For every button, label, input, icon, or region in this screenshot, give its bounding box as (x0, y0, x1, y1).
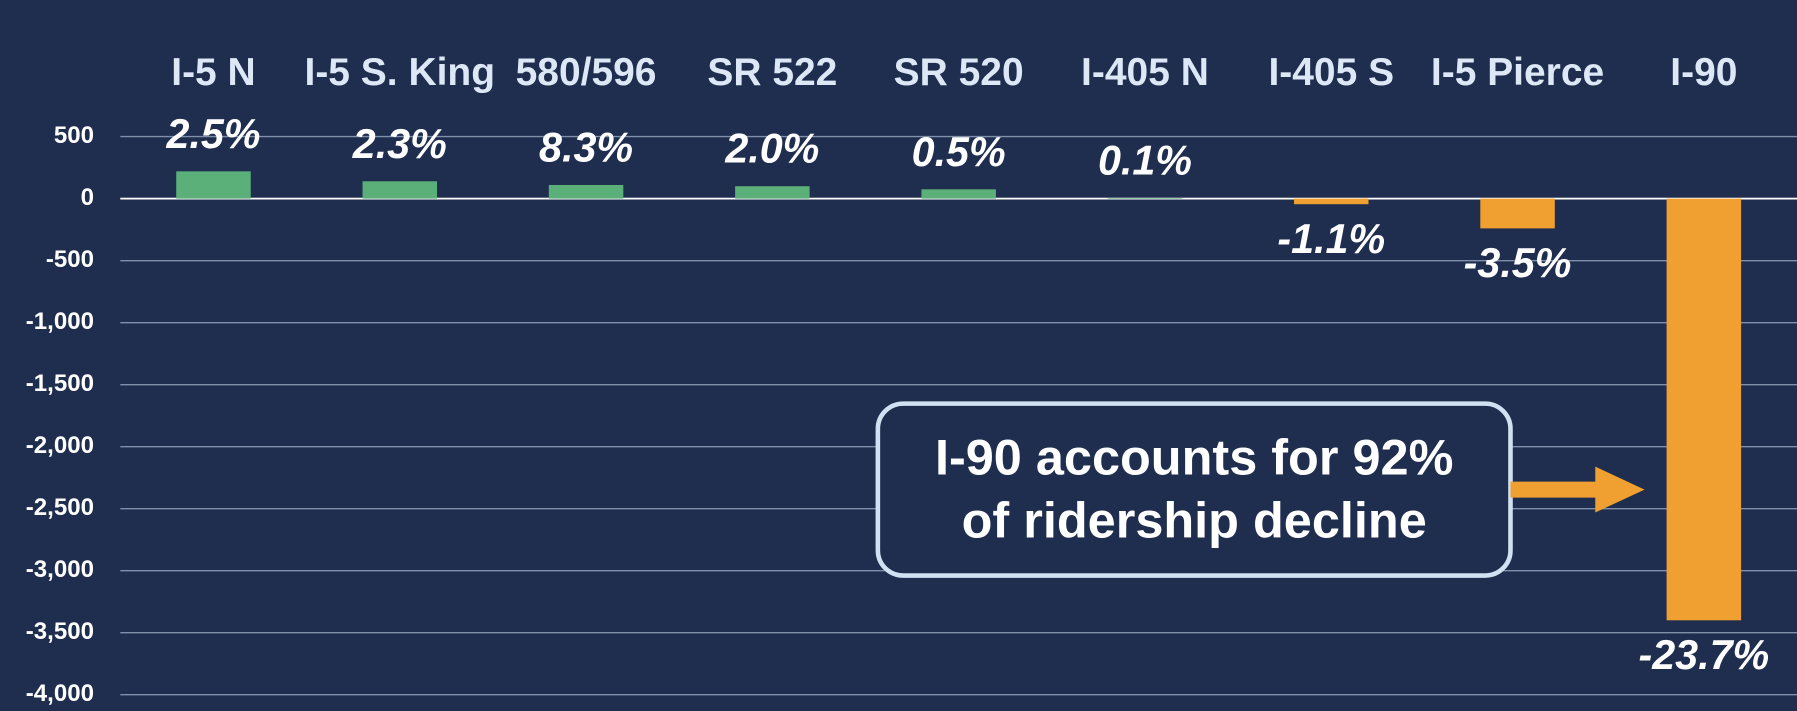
y-tick-label: -1,000 (26, 308, 94, 335)
annotation-box: I-90 accounts for 92% of ridership decli… (878, 404, 1511, 576)
y-tick-label: -2,000 (26, 432, 94, 459)
y-tick-label: -3,500 (26, 618, 94, 645)
x-tick-label: I-90 (1670, 50, 1738, 95)
x-tick-label: SR 520 (893, 50, 1024, 95)
y-tick-label: -1,500 (26, 370, 94, 397)
arrow-head (1595, 466, 1645, 513)
bar (1480, 198, 1555, 229)
x-tick-label-box: I-90 (1606, 0, 1797, 95)
x-tick-label: I-5 Pierce (1430, 50, 1605, 95)
bar (362, 181, 438, 199)
x-tick-label-wrap: I-5 Pierce (1420, 0, 1615, 95)
x-tick-label: 580/596 (515, 50, 657, 95)
bar (1294, 198, 1369, 205)
data-label: 2.0% (724, 126, 819, 172)
annotation: I-90 accounts for 92% of ridership decli… (934, 429, 1454, 550)
data-label: 0.1% (1098, 138, 1192, 184)
bar (548, 184, 624, 199)
y-tick-label: -3,000 (26, 556, 94, 583)
data-label: -1.1% (1277, 216, 1385, 262)
y-tick-label: -2,500 (26, 494, 94, 521)
x-tick-label: I-405 N (1081, 50, 1209, 95)
x-tick-label: I-5 N (171, 50, 256, 95)
data-label: 2.3% (352, 121, 447, 167)
bar (1666, 198, 1742, 621)
x-tick-label-box: I-5 N (116, 0, 311, 95)
x-tick-label: SR 522 (707, 50, 838, 95)
bar (176, 171, 251, 199)
x-tick-label-box: I-5 S. King (302, 0, 497, 95)
x-tick-label-wrap: I-90 (1606, 0, 1797, 95)
x-tick-label-wrap: SR 520 (861, 0, 1056, 95)
y-tick-label: 500 (54, 122, 94, 149)
y-tick-label: 0 (81, 184, 94, 211)
x-tick-label-wrap: SR 522 (675, 0, 870, 95)
x-tick-label-wrap: I-5 N (116, 0, 311, 95)
data-label: -3.5% (1464, 240, 1572, 286)
x-tick-label-wrap: I-405 S (1234, 0, 1429, 95)
x-tick-label-box: I-405 S (1234, 0, 1429, 95)
data-label: 2.5% (165, 111, 260, 157)
x-tick-label-box: I-405 N (1048, 0, 1243, 95)
x-tick-label-box: SR 520 (861, 0, 1056, 95)
bar (735, 186, 810, 199)
x-tick-label: I-405 S (1268, 50, 1395, 95)
x-tick-label-box: 580/596 (489, 0, 684, 95)
x-tick-label: I-5 S. King (304, 50, 496, 95)
x-tick-label-wrap: 580/596 (489, 0, 684, 95)
x-tick-label-wrap: I-5 S. King (302, 0, 497, 95)
bar (921, 189, 996, 199)
x-tick-label-box: I-5 Pierce (1420, 0, 1615, 95)
data-label: -23.7% (1639, 632, 1770, 678)
x-tick-label-wrap: I-405 N (1048, 0, 1243, 95)
annotation-wrap: I-90 accounts for 92% of ridership decli… (878, 404, 1511, 576)
data-label: 0.5% (912, 129, 1006, 175)
y-tick-label: -4,000 (26, 680, 94, 707)
y-tick-label: -500 (46, 246, 94, 273)
bar (1107, 197, 1183, 199)
data-label: 8.3% (539, 124, 633, 170)
x-tick-label-box: SR 522 (675, 0, 870, 95)
